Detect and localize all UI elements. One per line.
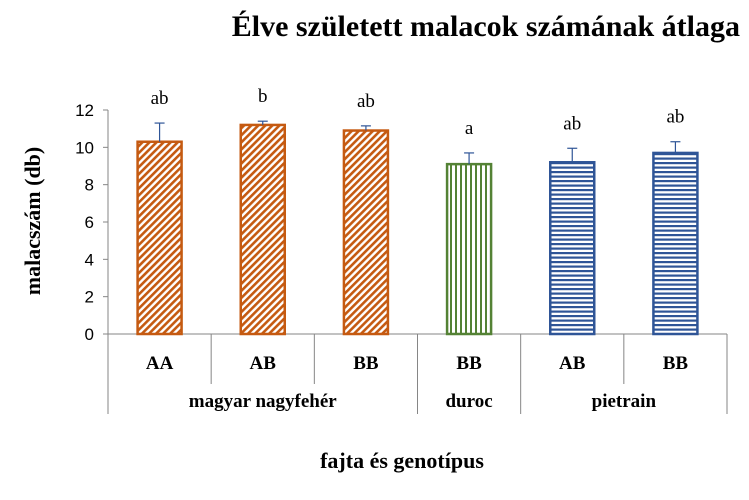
bar (652, 151, 699, 336)
x-group-label: duroc (445, 391, 492, 412)
significance-label: a (465, 118, 474, 139)
y-tick-label: 6 (85, 213, 94, 232)
y-tick-label: 10 (75, 138, 94, 157)
y-tick-label: 8 (85, 176, 94, 195)
y-tick-label: 4 (85, 250, 94, 269)
x-group-label: pietrain (592, 391, 657, 412)
x-group-label: magyar nagyfehér (189, 391, 337, 412)
chart-title: Élve született malacok számának átlaga (232, 10, 740, 43)
significance-label: ab (666, 107, 684, 128)
bar (445, 162, 493, 336)
y-tick-label: 12 (75, 101, 94, 120)
x-category-label: BB (353, 353, 379, 374)
significance-label: ab (563, 113, 581, 134)
bar (239, 123, 286, 336)
significance-label: b (258, 86, 268, 107)
y-tick-label: 2 (85, 288, 94, 307)
x-category-label: AB (559, 353, 586, 374)
x-axis-label: fajta és genotípus (320, 448, 484, 473)
bar (342, 129, 390, 336)
x-category-label: AB (250, 353, 277, 374)
bar (136, 140, 183, 336)
bar (549, 161, 596, 336)
x-category-label: BB (663, 353, 689, 374)
significance-label: ab (151, 88, 169, 109)
y-axis-label: malacszám (db) (20, 147, 45, 295)
y-tick-label: 0 (85, 325, 94, 344)
significance-label: ab (357, 91, 375, 112)
x-category-label: AA (146, 353, 174, 374)
x-category-label: BB (456, 353, 482, 374)
